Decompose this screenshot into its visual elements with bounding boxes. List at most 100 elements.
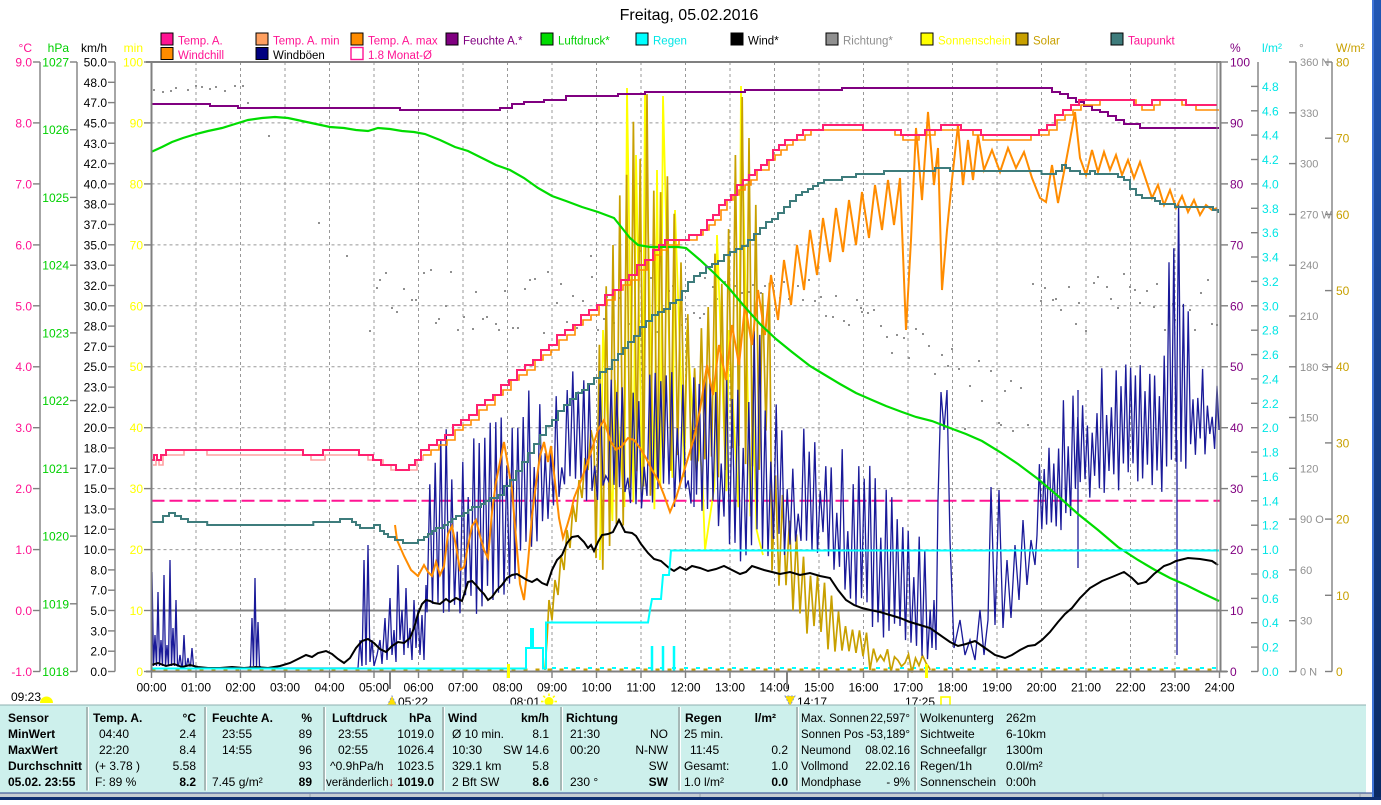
svg-text:37.0: 37.0 <box>84 218 108 232</box>
svg-text:180 S: 180 S <box>1300 362 1329 374</box>
svg-text:MinWert: MinWert <box>8 727 55 741</box>
svg-text:0.6: 0.6 <box>1262 592 1279 606</box>
svg-text:1019.0: 1019.0 <box>397 775 434 789</box>
svg-text:Feuchte A.: Feuchte A. <box>212 711 273 725</box>
svg-text:^0.9hPa/h: ^0.9hPa/h <box>330 759 384 773</box>
svg-text:0:00h: 0:00h <box>1006 775 1036 789</box>
svg-text:38.0: 38.0 <box>84 198 108 212</box>
svg-text:40: 40 <box>130 421 144 435</box>
svg-text:2.0: 2.0 <box>1262 421 1279 435</box>
svg-text:F: 89 %: F: 89 % <box>95 775 137 789</box>
svg-text:01:00: 01:00 <box>181 681 211 695</box>
svg-text:3.4: 3.4 <box>1262 251 1279 265</box>
svg-text:09:00: 09:00 <box>537 681 567 695</box>
svg-text:°: ° <box>1299 41 1304 55</box>
svg-text:Sensor: Sensor <box>8 711 49 725</box>
svg-text:8.4: 8.4 <box>179 743 196 757</box>
svg-text:0.8: 0.8 <box>1262 568 1279 582</box>
svg-text:23:55: 23:55 <box>222 727 252 741</box>
svg-text:13.0: 13.0 <box>84 503 108 517</box>
svg-text:33.0: 33.0 <box>84 259 108 273</box>
svg-text:04:40: 04:40 <box>99 727 129 741</box>
svg-text:SW: SW <box>649 759 669 773</box>
svg-text:270 W: 270 W <box>1300 209 1332 221</box>
svg-text:Windchill: Windchill <box>178 50 224 62</box>
svg-text:80: 80 <box>130 177 144 191</box>
svg-text:Wolkenunterg: Wolkenunterg <box>920 711 994 725</box>
svg-text:Max. Sonnen: Max. Sonnen <box>801 713 869 725</box>
svg-text:240: 240 <box>1300 260 1318 272</box>
svg-text:05.02. 23:55: 05.02. 23:55 <box>8 775 76 789</box>
svg-text:93: 93 <box>299 759 313 773</box>
svg-text:00:20: 00:20 <box>570 743 600 757</box>
svg-text:Richtung*: Richtung* <box>843 36 893 48</box>
svg-text:3.0: 3.0 <box>15 421 32 435</box>
svg-text:2.4: 2.4 <box>179 727 196 741</box>
svg-text:Luftdruck: Luftdruck <box>332 711 388 725</box>
svg-text:28.0: 28.0 <box>84 320 108 334</box>
svg-text:5.0: 5.0 <box>90 604 107 618</box>
svg-text:03:00: 03:00 <box>270 681 300 695</box>
svg-text:60: 60 <box>1336 208 1350 222</box>
svg-text:20: 20 <box>1230 543 1244 557</box>
svg-text:70: 70 <box>1230 238 1244 252</box>
svg-text:1.4: 1.4 <box>1262 494 1279 508</box>
svg-text:1021: 1021 <box>42 462 69 476</box>
svg-text:°C: °C <box>183 711 197 725</box>
svg-text:- 9%: - 9% <box>886 777 910 789</box>
svg-text:330: 330 <box>1300 108 1318 120</box>
svg-text:360 N: 360 N <box>1300 57 1329 69</box>
svg-text:120: 120 <box>1300 463 1318 475</box>
svg-text:150: 150 <box>1300 413 1318 425</box>
svg-text:SW 14.6: SW 14.6 <box>503 743 549 757</box>
svg-text:1019.0: 1019.0 <box>397 727 434 741</box>
svg-text:-1.0: -1.0 <box>11 665 32 679</box>
svg-text:17:00: 17:00 <box>893 681 923 695</box>
svg-text:0.2: 0.2 <box>1262 641 1279 655</box>
svg-text:7.45 g/m²: 7.45 g/m² <box>212 775 263 789</box>
svg-text:1.0 l/m²: 1.0 l/m² <box>684 775 724 789</box>
svg-text:Taupunkt: Taupunkt <box>1128 36 1175 48</box>
svg-text:80: 80 <box>1336 56 1350 70</box>
svg-text:0.0: 0.0 <box>771 775 788 789</box>
svg-text:40: 40 <box>1336 360 1350 374</box>
svg-text:W/m²: W/m² <box>1336 41 1365 55</box>
svg-text:12:00: 12:00 <box>670 681 700 695</box>
svg-text:00:00: 00:00 <box>136 681 166 695</box>
svg-text:90: 90 <box>130 116 144 130</box>
svg-text:10: 10 <box>1336 589 1350 603</box>
svg-text:21:00: 21:00 <box>1071 681 1101 695</box>
svg-text:Schneefallgr: Schneefallgr <box>920 743 987 757</box>
svg-text:Temp. A. max: Temp. A. max <box>368 36 438 48</box>
svg-text:80: 80 <box>1230 177 1244 191</box>
svg-text:30: 30 <box>1300 616 1312 628</box>
svg-text:Ø 10 min.: Ø 10 min. <box>452 727 504 741</box>
svg-text:Mondphase: Mondphase <box>801 777 861 789</box>
svg-text:10: 10 <box>130 604 144 618</box>
svg-text:Sonnenschein: Sonnenschein <box>920 775 996 789</box>
svg-text:hPa: hPa <box>409 711 431 725</box>
svg-text:8.0: 8.0 <box>15 116 32 130</box>
svg-text:10:30: 10:30 <box>452 743 482 757</box>
svg-text:Windböen: Windböen <box>273 50 325 62</box>
svg-text:Wind: Wind <box>448 711 477 725</box>
svg-text:13:00: 13:00 <box>715 681 745 695</box>
svg-text:60: 60 <box>1300 565 1312 577</box>
svg-text:210: 210 <box>1300 311 1318 323</box>
svg-text:40: 40 <box>1230 421 1244 435</box>
svg-text:23.0: 23.0 <box>84 381 108 395</box>
svg-text:22:20: 22:20 <box>99 743 129 757</box>
svg-text:11:45: 11:45 <box>690 743 719 757</box>
svg-text:7.0: 7.0 <box>15 177 32 191</box>
svg-text:19:00: 19:00 <box>982 681 1012 695</box>
svg-text:14:00: 14:00 <box>759 681 789 695</box>
svg-text:8.0: 8.0 <box>90 563 107 577</box>
svg-text:35.0: 35.0 <box>84 238 108 252</box>
svg-text:09:23: 09:23 <box>11 690 41 704</box>
svg-text:Richtung: Richtung <box>566 711 618 725</box>
svg-text:Wind*: Wind* <box>748 36 779 48</box>
svg-text:l/m²: l/m² <box>755 711 776 725</box>
svg-text:04:00: 04:00 <box>314 681 344 695</box>
svg-text:6.0: 6.0 <box>15 238 32 252</box>
svg-text:5.58: 5.58 <box>173 759 197 773</box>
